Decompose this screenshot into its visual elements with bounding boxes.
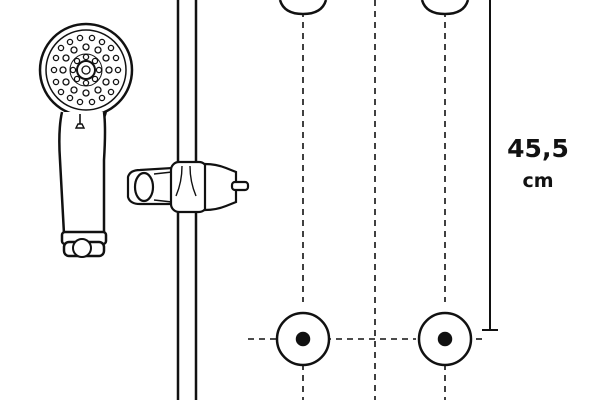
shower-holder-slider [126,160,250,214]
hand-shower-handle [58,111,108,258]
spray-nozzles [50,34,122,106]
dimension-line [482,0,498,331]
dimension-unit: cm [522,170,554,192]
hand-shower-head [38,22,134,127]
dimension-value: 45,5 [507,134,569,163]
upper-drill-marks [278,0,470,16]
lower-drill-marks [275,311,473,367]
